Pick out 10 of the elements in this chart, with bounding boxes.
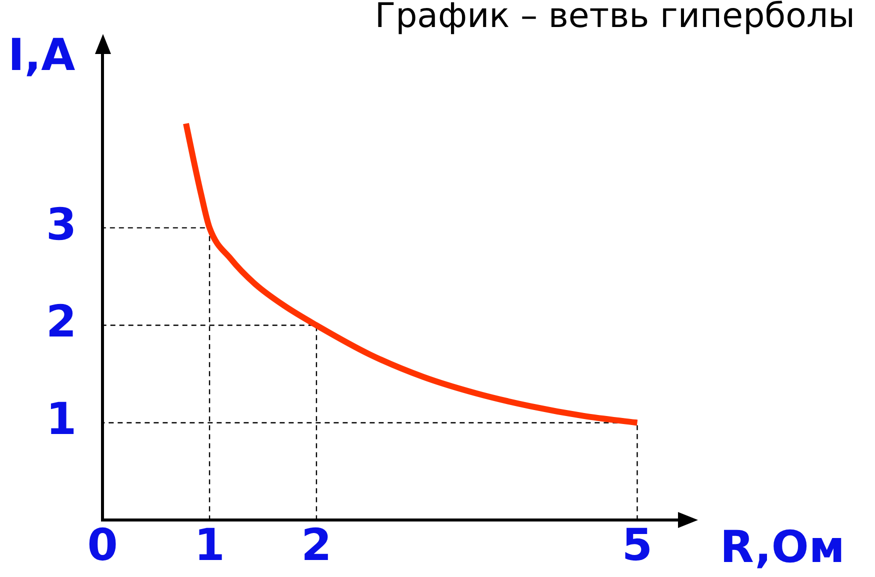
x-axis-title: R,Ом: [720, 522, 845, 574]
y-tick-label: 2: [46, 296, 77, 348]
y-tick-label: 1: [46, 394, 77, 446]
x-tick-label: 2: [301, 520, 332, 572]
y-tick-label: 3: [46, 199, 77, 250]
x-tick-label: 0: [87, 520, 118, 572]
y-axis-title: I,A: [8, 30, 76, 82]
x-tick-label: 5: [622, 520, 653, 572]
chart-title: График – ветвь гиперболы: [374, 0, 855, 36]
x-tick-label: 1: [194, 520, 225, 572]
